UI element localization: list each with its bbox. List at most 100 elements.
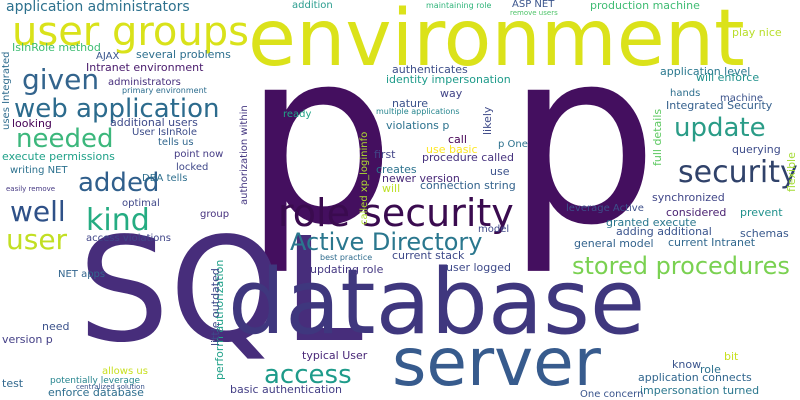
- cloud-word: server: [392, 324, 601, 400]
- cloud-word: hands: [670, 88, 701, 99]
- cloud-word: execute permissions: [2, 150, 115, 163]
- cloud-word: addition: [292, 0, 333, 11]
- cloud-word: call: [448, 133, 467, 146]
- cloud-word: application administrators: [6, 0, 190, 15]
- cloud-word: User IsInRole: [132, 127, 197, 138]
- cloud-word: DBA tells: [142, 173, 188, 184]
- cloud-word: tells us: [158, 137, 194, 148]
- cloud-word: ready: [283, 109, 312, 120]
- cloud-word: access violations: [86, 233, 171, 244]
- cloud-word: web application: [14, 94, 220, 124]
- cloud-word: optimal: [122, 198, 160, 209]
- cloud-word: application level: [660, 65, 751, 78]
- cloud-word: little outdated: [209, 268, 222, 346]
- cloud-word: version p: [2, 333, 53, 346]
- cloud-word: Integrated Security: [666, 99, 773, 112]
- cloud-word: production machine: [590, 0, 700, 12]
- cloud-word: group: [200, 209, 230, 220]
- cloud-word: impersonation turned: [640, 384, 760, 397]
- cloud-word: user groups: [12, 9, 249, 55]
- cloud-word: access: [264, 360, 352, 390]
- cloud-word: multiple applications: [376, 107, 460, 116]
- cloud-word: flexible: [785, 152, 798, 192]
- cloud-word: user: [6, 223, 68, 256]
- cloud-word: maintaining role: [426, 1, 492, 10]
- cloud-word: update: [674, 113, 766, 143]
- cloud-word: uses Integrated: [1, 51, 12, 130]
- cloud-word: best practice: [320, 253, 373, 262]
- cloud-word: bit: [724, 350, 739, 363]
- cloud-word: point now: [174, 149, 224, 160]
- cloud-word: SQL: [78, 206, 363, 374]
- cloud-word: application connects: [638, 371, 752, 384]
- cloud-word: p: [243, 0, 396, 278]
- cloud-word: general model: [574, 237, 654, 250]
- cloud-word: well: [10, 195, 66, 228]
- cloud-word: NET apps: [58, 269, 106, 280]
- cloud-word: administrators: [108, 77, 181, 88]
- cloud-word: added: [78, 168, 160, 198]
- cloud-word: will enforce: [696, 71, 760, 84]
- cloud-word: primary environment: [122, 86, 207, 95]
- cloud-word: ASP NET: [512, 0, 555, 10]
- cloud-word: likely: [481, 106, 494, 135]
- cloud-word: considered: [666, 206, 727, 219]
- cloud-word: use: [490, 165, 510, 178]
- cloud-word: enforce database: [48, 386, 144, 399]
- cloud-word: p: [506, 0, 659, 278]
- cloud-word: newer version: [382, 172, 460, 185]
- cloud-word: database: [228, 250, 646, 355]
- cloud-word: centralized solution: [76, 383, 145, 391]
- cloud-word: procedure called: [422, 151, 514, 164]
- cloud-word: p One: [498, 139, 528, 150]
- cloud-word: looking: [12, 117, 52, 130]
- cloud-word: need: [42, 320, 70, 333]
- cloud-word: play nice: [732, 26, 782, 39]
- cloud-word: Intranet environment: [86, 61, 204, 74]
- cloud-word: IsInRole method: [12, 41, 101, 54]
- cloud-word: machine: [720, 93, 763, 104]
- cloud-word: Active Directory: [290, 228, 483, 256]
- cloud-word: basic authentication: [230, 383, 343, 396]
- cloud-word: synchronized: [652, 191, 725, 204]
- cloud-word: granted execute: [606, 216, 697, 229]
- cloud-word: will: [382, 182, 401, 195]
- cloud-word: leverage Active: [566, 203, 644, 214]
- cloud-word: creates: [376, 163, 417, 176]
- cloud-word: needed: [16, 124, 114, 154]
- cloud-word: model: [478, 224, 510, 235]
- cloud-word: identity impersonation: [386, 73, 511, 86]
- cloud-word: authenticates: [392, 63, 468, 76]
- cloud-word: allows us: [102, 366, 148, 377]
- cloud-word: use basic: [426, 143, 478, 156]
- cloud-word: kind: [86, 203, 150, 238]
- cloud-word: connection string: [420, 179, 516, 192]
- cloud-word: several problems: [136, 48, 231, 61]
- cloud-word: typical User: [302, 349, 368, 362]
- cloud-word: user logged: [446, 261, 511, 274]
- cloud-word: AJAX: [96, 51, 120, 62]
- cloud-word: test: [2, 377, 24, 390]
- cloud-word: querying: [732, 143, 781, 156]
- cloud-word: One concern: [580, 389, 644, 400]
- cloud-word: remove users: [510, 9, 558, 17]
- cloud-word: schemas: [740, 227, 789, 240]
- cloud-word: potentially leverage: [50, 376, 141, 386]
- cloud-word: easily remove: [6, 185, 56, 193]
- cloud-word: first: [374, 148, 396, 161]
- cloud-word: way: [440, 87, 463, 100]
- cloud-word: current stack: [392, 249, 465, 262]
- cloud-word: authorization within: [239, 105, 250, 205]
- cloud-word: security: [678, 155, 798, 190]
- cloud-word: given: [22, 63, 100, 96]
- cloud-word: nature: [392, 97, 429, 110]
- cloud-word: know: [672, 358, 702, 371]
- cloud-word: called xp_logininfo: [359, 131, 370, 225]
- cloud-word: violations p: [386, 119, 450, 132]
- cloud-word: prevent: [740, 206, 783, 219]
- cloud-word: current Intranet: [668, 236, 756, 249]
- cloud-word: locked: [176, 162, 209, 173]
- cloud-word: adding additional: [616, 225, 712, 238]
- cloud-word: role: [700, 363, 721, 376]
